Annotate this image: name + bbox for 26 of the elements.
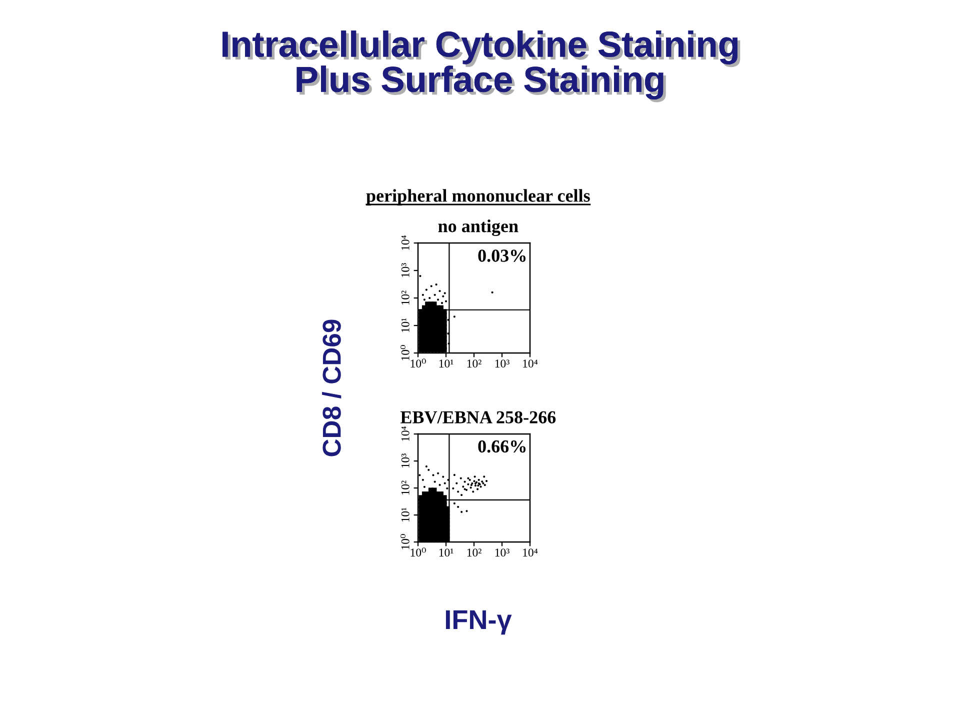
x-tick-label: 10³	[495, 548, 510, 557]
y-tick-label: 10¹	[401, 508, 410, 522]
annotation: 0.03%	[478, 250, 526, 262]
x-tick-label: 10¹	[439, 360, 454, 368]
y-tick-label: 10⁴	[401, 426, 410, 441]
x-axis-title: IFN-γ	[446, 610, 512, 635]
x-tick-label: 10⁴	[523, 548, 538, 557]
x-tick-label: 10²	[467, 548, 482, 557]
x-tick-label: 10³	[495, 360, 510, 368]
y-tick-label: 10²	[401, 290, 410, 305]
y-tick-label: 10³	[401, 263, 410, 278]
chart-title: Intracellular Cytokine Staining Plus Surface Staining	[222, 30, 740, 102]
x-tick-label: 10²	[467, 360, 482, 368]
x-tick-label: 10⁰	[410, 548, 426, 557]
x-tick-label: 10⁰	[410, 358, 426, 368]
y-tick-label: 10¹	[401, 318, 410, 332]
text: peripheral mononuclear cells	[366, 189, 590, 206]
x-tick-label: 10⁴	[523, 360, 538, 368]
x-tick-label: 10¹	[439, 548, 454, 557]
chart-subtitle: EBV/EBNA 258-266	[400, 411, 556, 424]
y-tick-label: 10³	[401, 454, 410, 468]
y-tick-label: 10⁴	[401, 235, 410, 250]
annotation: 0.66%	[478, 440, 526, 453]
y-axis-title: CD8 / CD69	[322, 320, 342, 456]
chart-subtitle: no antigen	[438, 220, 518, 236]
y-tick-label: 10²	[401, 480, 410, 495]
